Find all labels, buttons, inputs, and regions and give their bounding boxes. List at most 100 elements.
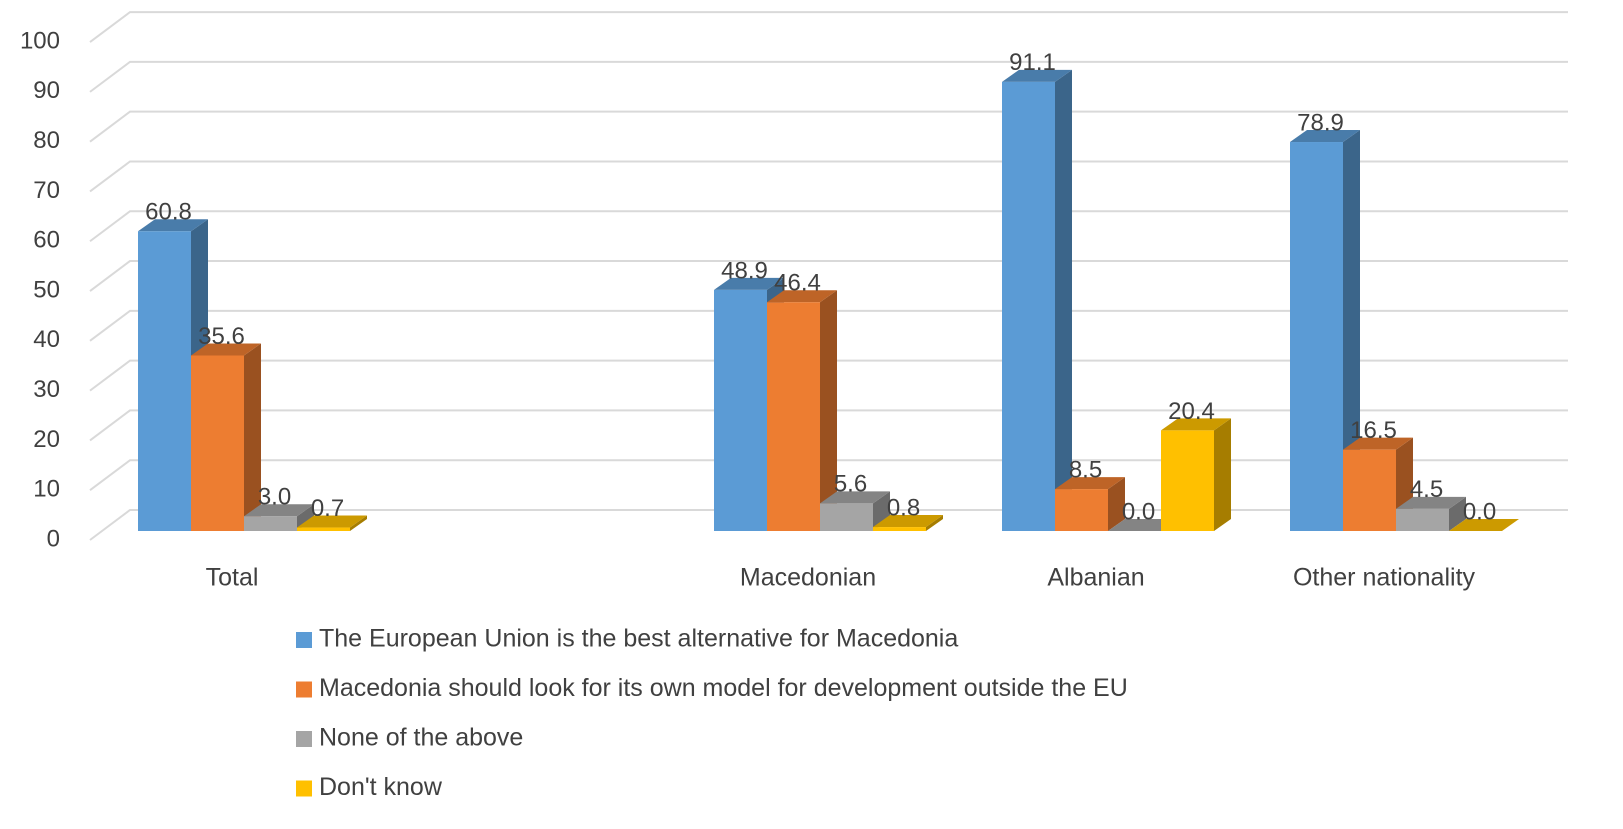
- value-label: 4.5: [1410, 476, 1443, 503]
- bar: [1002, 69, 1072, 531]
- bar-top: [297, 515, 367, 528]
- y-tick-label: 10: [33, 476, 60, 503]
- bar: [1108, 519, 1178, 531]
- x-tick-label: Other nationality: [1293, 564, 1476, 592]
- bar: [297, 515, 367, 531]
- bar-front: [1002, 81, 1055, 531]
- y-tick-label: 40: [33, 326, 60, 353]
- bar-front: [1161, 430, 1214, 531]
- y-tick-label: 100: [20, 27, 60, 54]
- bar: [1161, 418, 1231, 531]
- bar-top: [191, 343, 261, 356]
- grid-line: [89, 110, 1568, 143]
- bar-top: [1343, 437, 1413, 450]
- grid-line: [89, 359, 1568, 392]
- x-tick-label: Albanian: [1047, 564, 1144, 592]
- legend-label: Don't know: [319, 773, 443, 801]
- legend-swatch: [296, 632, 312, 648]
- bar-side: [244, 343, 261, 531]
- legend-swatch: [296, 681, 312, 698]
- value-label: 60.8: [145, 199, 192, 226]
- value-label: 0.7: [311, 495, 344, 522]
- bar-front: [1343, 449, 1396, 531]
- bar-front: [820, 503, 873, 531]
- bar-front: [1290, 142, 1343, 531]
- x-tick-label: Macedonian: [740, 564, 876, 592]
- y-tick-label: 30: [33, 376, 60, 403]
- y-tick-label: 0: [47, 525, 60, 552]
- bar-side: [350, 515, 367, 531]
- value-label: 5.6: [834, 471, 867, 498]
- y-tick-label: 50: [33, 276, 60, 303]
- bar-front: [138, 231, 191, 532]
- bar: [191, 343, 261, 531]
- bar-top: [714, 277, 784, 290]
- y-tick-label: 90: [33, 77, 60, 104]
- legend-label: The European Union is the best alternati…: [319, 625, 958, 653]
- bar-top: [1290, 130, 1360, 143]
- bar-front: [297, 527, 350, 531]
- bar-front: [714, 289, 767, 531]
- bar: [244, 504, 314, 531]
- legend-label: None of the above: [319, 724, 523, 752]
- bar-front: [767, 302, 820, 531]
- legend-swatch: [296, 731, 312, 747]
- value-label: 0.0: [1122, 498, 1155, 525]
- bar: [1396, 496, 1466, 531]
- bar-top: [244, 504, 314, 517]
- value-label: 0.0: [1463, 498, 1496, 525]
- legend-label: Macedonia should look for its own model …: [319, 674, 1128, 702]
- bar: [767, 290, 837, 531]
- bar: [873, 515, 943, 531]
- value-label: 16.5: [1350, 417, 1397, 444]
- bar-side: [926, 515, 943, 531]
- bar: [1290, 130, 1360, 531]
- y-tick-label: 60: [33, 227, 60, 254]
- bar-side: [1055, 69, 1072, 531]
- value-label: 91.1: [1009, 49, 1056, 76]
- y-tick-label: 70: [33, 177, 60, 204]
- bar-top: [873, 515, 943, 528]
- bar-front: [244, 516, 297, 531]
- bar-front: [191, 355, 244, 531]
- bar-side: [1214, 418, 1231, 531]
- bar-top: [1002, 69, 1072, 82]
- grid-line: [89, 409, 1568, 442]
- bar-side: [820, 290, 837, 531]
- bar-side: [297, 504, 314, 531]
- legend-swatch: [296, 780, 312, 797]
- y-tick-label: 80: [33, 127, 60, 154]
- bar-front: [1396, 508, 1449, 531]
- x-tick-label: Total: [206, 564, 259, 592]
- value-label: 46.4: [774, 270, 821, 297]
- bar-top: [1449, 519, 1519, 531]
- grid-line: [89, 459, 1568, 492]
- bar-top: [1055, 477, 1125, 490]
- bar-top: [767, 290, 837, 303]
- bar-top: [1396, 496, 1466, 509]
- bar: [1343, 437, 1413, 531]
- bar-top: [820, 491, 890, 504]
- value-label: 35.6: [198, 323, 245, 350]
- grid-line: [89, 260, 1568, 292]
- grid-line: [89, 309, 1568, 342]
- bar-side: [1449, 496, 1466, 531]
- bar: [820, 491, 890, 531]
- bar-side: [1343, 130, 1360, 531]
- grid-line: [89, 210, 1568, 243]
- bar: [1055, 477, 1125, 531]
- value-label: 20.4: [1168, 398, 1215, 425]
- bar-front: [873, 527, 926, 531]
- bar-top: [1161, 418, 1231, 431]
- grid-line: [89, 60, 1568, 93]
- value-label: 78.9: [1297, 109, 1344, 136]
- value-label: 8.5: [1069, 456, 1102, 483]
- grid-line: [89, 160, 1568, 193]
- value-label: 48.9: [721, 257, 768, 284]
- value-label: 0.8: [887, 494, 920, 521]
- bar: [1449, 519, 1519, 531]
- bar-side: [1108, 477, 1125, 531]
- value-label: 3.0: [258, 484, 291, 511]
- bar-top: [138, 219, 208, 232]
